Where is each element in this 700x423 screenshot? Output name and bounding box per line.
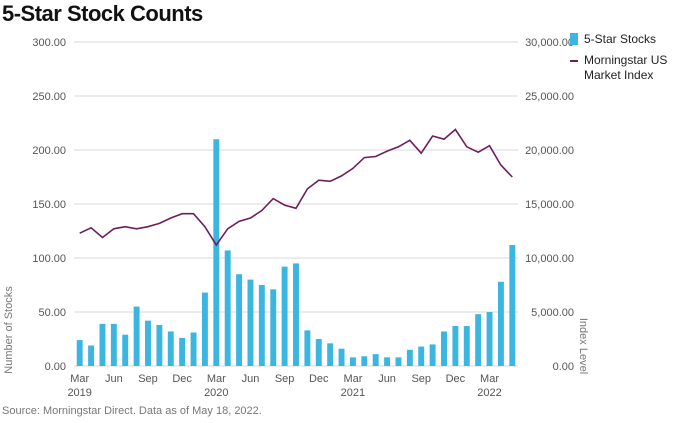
x-tick-label: Mar [207, 373, 226, 385]
x-tick-label: Mar [343, 373, 362, 385]
bar [122, 334, 129, 366]
bar [463, 326, 470, 366]
x-tick-year-label: 2019 [67, 387, 91, 399]
x-tick-label: Dec [446, 373, 466, 385]
left-axis-ticks: 0.00 50.00 100.00 150.00 200.00 250.00 300.00 [32, 37, 66, 373]
bar [418, 346, 425, 366]
left-axis-title: Number of Stocks [3, 286, 15, 374]
left-tick-label: 100.00 [32, 253, 66, 265]
bar [145, 320, 151, 366]
bar [247, 279, 254, 366]
x-tick-label: Sep [138, 373, 158, 385]
legend-swatch-bar [570, 33, 578, 45]
bar [88, 345, 95, 366]
right-tick-label: 30,000.00 [525, 37, 574, 49]
bar [99, 323, 106, 366]
x-tick-year-label: 2021 [341, 387, 365, 399]
source-note: Source: Morningstar Direct. Data as of M… [2, 405, 262, 417]
x-tick-label: Jun [242, 373, 260, 385]
legend-label-bars: 5-Star Stocks [584, 32, 657, 46]
x-tick-label: Dec [309, 373, 329, 385]
x-tick-label: Dec [172, 373, 192, 385]
bar [361, 356, 368, 366]
left-tick-label: 50.00 [38, 307, 66, 319]
x-tick-label: Sep [411, 373, 431, 385]
right-tick-label: 0.00 [553, 361, 574, 373]
bar [156, 324, 163, 366]
left-tick-label: 200.00 [32, 145, 66, 157]
bar [372, 354, 379, 366]
bar [338, 348, 345, 366]
legend-swatch-line [570, 60, 578, 62]
x-tick-year-label: 2022 [477, 387, 501, 399]
bar [293, 263, 299, 366]
bar [179, 337, 186, 366]
bar [441, 331, 447, 366]
legend-item-bars: 5-Star Stocks [570, 32, 694, 47]
bar [110, 323, 117, 366]
x-tick-year-label: 2020 [204, 387, 228, 399]
legend-item-line: Morningstar US Market Index [570, 53, 694, 83]
bar [190, 332, 197, 366]
left-tick-label: 250.00 [32, 91, 66, 103]
right-tick-label: 20,000.00 [525, 145, 574, 157]
bar [497, 281, 504, 366]
bar [395, 357, 402, 366]
bar [76, 340, 83, 366]
chart-title: 5-Star Stock Counts [2, 1, 203, 26]
right-axis-title: Index Level [577, 318, 589, 374]
left-tick-label: 0.00 [45, 361, 66, 373]
bar [486, 312, 493, 366]
bar [270, 289, 277, 366]
x-axis-ticks: Mar 2019 Jun Sep Dec Mar 2020 Jun Sep Dec Mar 2021 J… [67, 373, 501, 399]
bar [258, 285, 265, 366]
x-tick-label: Jun [378, 373, 396, 385]
legend: 5-Star Stocks Morningstar US Market Inde… [570, 32, 694, 89]
right-tick-label: 5,000.00 [531, 307, 574, 319]
bar [201, 292, 208, 366]
bar [224, 250, 231, 366]
bar [167, 331, 174, 366]
bar [236, 274, 243, 366]
x-tick-label: Jun [105, 373, 123, 385]
left-tick-label: 300.00 [32, 37, 66, 49]
bar [384, 357, 391, 366]
bar [281, 266, 288, 366]
x-tick-label: Mar [70, 373, 89, 385]
bar [133, 306, 140, 366]
bar-series [76, 139, 516, 366]
x-tick-label: Sep [275, 373, 295, 385]
bar [349, 357, 356, 366]
bar [406, 349, 413, 366]
bar [475, 314, 482, 366]
bar [304, 330, 311, 366]
left-tick-label: 150.00 [32, 199, 66, 211]
bar [315, 339, 322, 366]
right-axis-ticks: 0.00 5,000.00 10,000.00 15,000.00 20,000.00 2… [525, 37, 574, 373]
legend-label-line: Morningstar US Market Index [584, 53, 668, 82]
x-tick-label: Mar [480, 373, 499, 385]
bar [213, 139, 220, 366]
bar [327, 343, 334, 366]
right-tick-label: 15,000.00 [525, 199, 574, 211]
bar [452, 326, 459, 366]
index-line-series [79, 128, 513, 247]
bar [429, 344, 436, 366]
right-tick-label: 10,000.00 [525, 253, 574, 265]
right-tick-label: 25,000.00 [525, 91, 574, 103]
bar [509, 245, 516, 366]
